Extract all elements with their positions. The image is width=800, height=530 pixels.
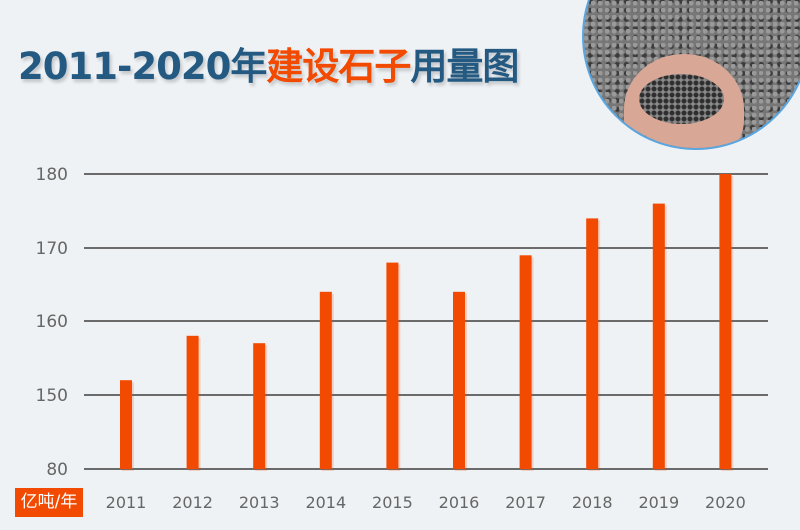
- bar: [386, 262, 399, 469]
- y-tick-label: 170: [36, 239, 68, 259]
- bar: [186, 335, 199, 469]
- x-tick-label: 2012: [172, 493, 213, 512]
- bar: [319, 291, 332, 469]
- bar: [719, 174, 732, 469]
- title-highlight: 建设石子: [266, 45, 411, 88]
- stones-image: [639, 74, 724, 124]
- title-part2: 用量图: [410, 45, 519, 88]
- x-tick-label: 2020: [705, 493, 746, 512]
- bar: [519, 255, 532, 469]
- unit-label: 亿吨/年: [15, 488, 83, 517]
- y-tick-label: 180: [36, 165, 68, 185]
- x-tick-label: 2014: [305, 493, 346, 512]
- y-tick-label: 160: [36, 312, 68, 332]
- title-part1: 2011-2020年: [18, 45, 267, 88]
- bar: [253, 343, 266, 469]
- x-tick-label: 2015: [372, 493, 413, 512]
- y-tick-label: 150: [36, 386, 68, 406]
- bar: [652, 203, 665, 469]
- x-tick-label: 2016: [439, 493, 480, 512]
- bar: [120, 380, 132, 469]
- bar: [586, 218, 599, 469]
- x-tick-label: 2017: [505, 493, 546, 512]
- x-tick-label: 2018: [572, 493, 613, 512]
- bar: [453, 291, 465, 469]
- x-tick-label: 2013: [239, 493, 280, 512]
- x-tick-label: 2011: [106, 493, 147, 512]
- y-tick-label: 80: [46, 460, 68, 480]
- x-tick-label: 2019: [638, 493, 679, 512]
- page-title: 2011-2020年建设石子用量图: [18, 36, 519, 90]
